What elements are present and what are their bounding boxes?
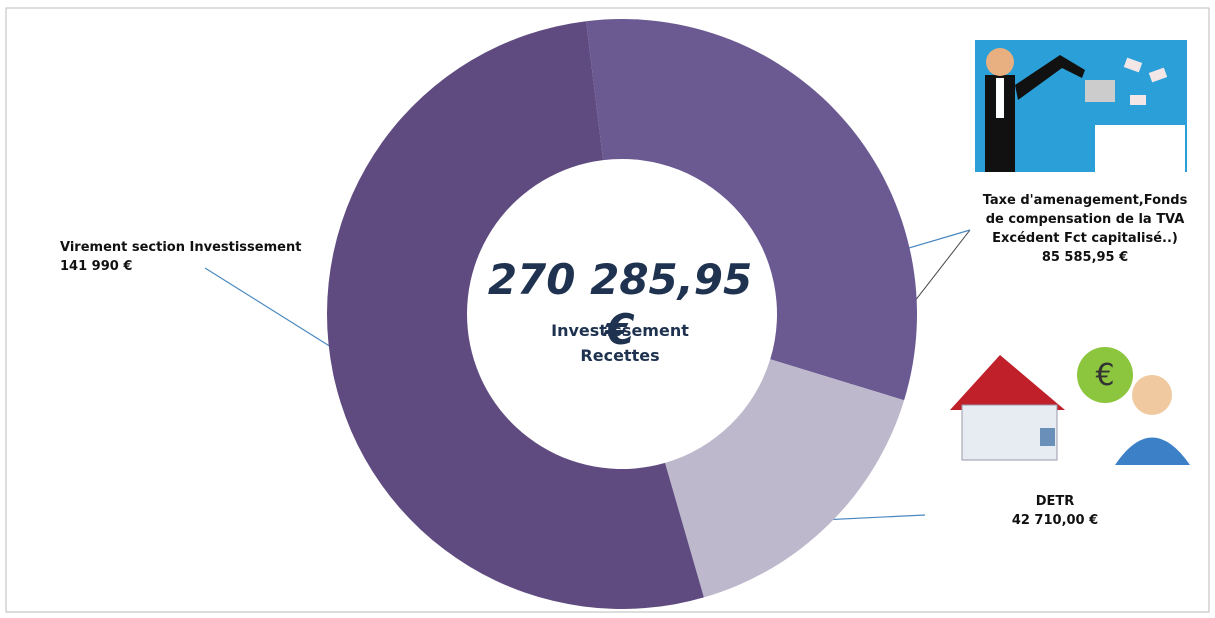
picture-politician bbox=[975, 40, 1187, 172]
category-label: Virement section Investissement bbox=[60, 240, 301, 255]
slice-label: Virement section Investissement 141 990 € bbox=[60, 238, 301, 276]
value-label: 42 710,00 € bbox=[1012, 513, 1098, 528]
svg-text:€: € bbox=[1095, 358, 1114, 393]
donut-slice bbox=[665, 359, 904, 597]
page: € Virement section Investissement 141 990… bbox=[0, 0, 1215, 618]
center-line: Investissement bbox=[551, 321, 689, 340]
center-line: Recettes bbox=[580, 346, 659, 365]
category-label: Taxe d'amenagement,Fonds de compensation… bbox=[983, 193, 1188, 246]
slice-label: DETR 42 710,00 € bbox=[1010, 492, 1100, 530]
slice-label: Taxe d'amenagement,Fonds de compensation… bbox=[960, 191, 1210, 267]
category-label: DETR bbox=[1036, 494, 1075, 509]
picture-house: € bbox=[950, 347, 1190, 465]
center-text: Investissement Recettes bbox=[520, 318, 720, 368]
value-label: 141 990 € bbox=[60, 259, 132, 274]
value-label: 85 585,95 € bbox=[1042, 250, 1128, 265]
